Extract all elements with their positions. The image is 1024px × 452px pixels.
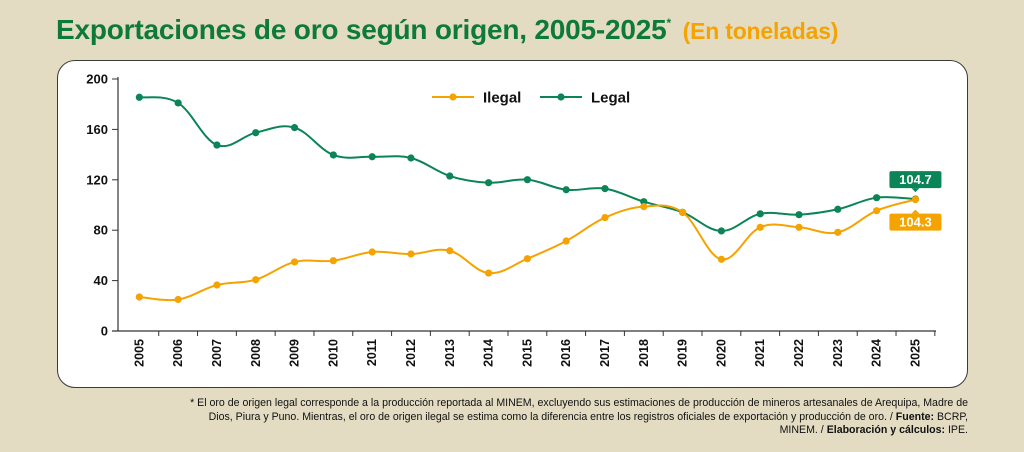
data-point-ilegal bbox=[290, 258, 299, 266]
credit-label: Elaboración y cálculos: bbox=[826, 424, 946, 436]
legend: Ilegal Legal bbox=[432, 90, 630, 107]
data-point-ilegal bbox=[873, 207, 881, 215]
data-point-ilegal bbox=[484, 269, 493, 277]
data-point-ilegal bbox=[795, 223, 803, 231]
footnote-line-3: MINEM. / Elaboración y cálculos: IPE. bbox=[88, 424, 968, 438]
data-point-ilegal bbox=[911, 195, 920, 204]
data-point-legal bbox=[446, 172, 454, 180]
data-point-legal bbox=[484, 179, 493, 187]
data-point-ilegal bbox=[601, 214, 609, 222]
title-text: Exportaciones de oro según origen, 2005-… bbox=[56, 14, 667, 45]
chart-card bbox=[57, 60, 968, 388]
footnote: * El oro de origen legal corresponde a l… bbox=[88, 397, 968, 438]
data-point-ilegal bbox=[252, 276, 260, 284]
legend-marker-legal bbox=[557, 93, 565, 101]
data-point-legal bbox=[795, 211, 803, 219]
data-point-legal bbox=[174, 99, 182, 107]
source-text: BCRP, bbox=[934, 410, 968, 423]
x-tick-label: 2005 bbox=[132, 339, 146, 367]
data-point-ilegal bbox=[640, 203, 648, 211]
data-point-ilegal bbox=[679, 208, 687, 216]
chart-title: Exportaciones de oro según origen, 2005-… bbox=[56, 14, 838, 46]
data-point-legal bbox=[407, 154, 415, 162]
end-label-bg-illegal bbox=[889, 213, 942, 231]
data-point-legal bbox=[523, 176, 531, 184]
x-tick-label: 2023 bbox=[831, 339, 845, 367]
data-point-ilegal bbox=[834, 228, 842, 236]
data-point-legal bbox=[135, 93, 143, 101]
x-tick-label: 2022 bbox=[792, 339, 806, 367]
x-tick-label: 2025 bbox=[908, 339, 922, 367]
source-label: Fuente: bbox=[895, 410, 935, 423]
data-point-ilegal bbox=[407, 250, 415, 258]
data-point-legal bbox=[562, 186, 570, 194]
x-tick-label: 2016 bbox=[559, 339, 573, 367]
x-tick-label: 2019 bbox=[676, 339, 690, 367]
x-tick-label: 2006 bbox=[171, 339, 185, 367]
x-tick-label: 2013 bbox=[443, 339, 457, 367]
data-point-legal bbox=[834, 205, 842, 213]
footnote-text: Dios, Piura y Puno. Mientras, el oro de … bbox=[208, 410, 896, 423]
footnote-text: MINEM. / bbox=[779, 424, 827, 436]
x-tick-label: 2009 bbox=[288, 339, 302, 367]
legend-label-ilegal: Ilegal bbox=[483, 90, 521, 107]
data-point-legal bbox=[873, 194, 881, 202]
x-tick-label: 2021 bbox=[753, 339, 767, 367]
legend-marker-ilegal bbox=[449, 93, 457, 101]
data-point-legal bbox=[252, 129, 260, 137]
data-point-legal bbox=[601, 185, 609, 193]
footnote-line-1: * El oro de origen legal corresponde a l… bbox=[190, 397, 968, 409]
data-point-ilegal bbox=[174, 295, 182, 304]
title-asterisk: * bbox=[666, 16, 672, 30]
y-tick-label: 40 bbox=[94, 273, 108, 288]
x-tick-label: 2020 bbox=[714, 339, 728, 367]
data-point-ilegal bbox=[329, 257, 337, 265]
y-tick-label: 80 bbox=[94, 223, 108, 238]
footnote-line-2: Dios, Piura y Puno. Mientras, el oro de … bbox=[88, 411, 968, 425]
y-tick-label: 160 bbox=[86, 122, 108, 137]
data-point-legal bbox=[329, 151, 337, 159]
y-tick-label: 120 bbox=[86, 172, 108, 187]
axes: 0 40 80 120 160 200 2005 2006 2007 2008 2009 2010 20… bbox=[86, 72, 936, 367]
x-tick-label: 2018 bbox=[637, 339, 651, 367]
data-point-ilegal bbox=[446, 247, 454, 255]
end-label-pointer-legal bbox=[911, 188, 920, 193]
end-labels: 104.7 104.3 bbox=[889, 171, 942, 231]
data-point-ilegal bbox=[717, 255, 726, 263]
data-point-legal bbox=[213, 141, 221, 149]
x-tick-label: 2015 bbox=[520, 339, 534, 367]
data-point-ilegal bbox=[562, 237, 570, 245]
x-tick-label: 2014 bbox=[482, 339, 496, 367]
end-label-legal: 104.7 bbox=[899, 172, 932, 187]
x-tick-label: 2008 bbox=[249, 339, 263, 367]
title-unit: (En toneladas) bbox=[682, 18, 839, 44]
end-label-pointer-illegal bbox=[911, 209, 920, 214]
legend-label-legal: Legal bbox=[591, 90, 630, 107]
data-point-ilegal bbox=[368, 248, 376, 256]
data-point-ilegal bbox=[756, 223, 764, 231]
data-point-legal bbox=[368, 153, 376, 161]
x-tick-label: 2010 bbox=[326, 339, 340, 367]
data-point-legal bbox=[290, 124, 299, 132]
x-tick-label: 2007 bbox=[210, 339, 224, 367]
data-point-ilegal bbox=[135, 293, 143, 301]
credit-text: IPE. bbox=[945, 424, 968, 436]
data-point-ilegal bbox=[523, 255, 531, 263]
y-tick-label: 200 bbox=[86, 72, 108, 87]
series-points bbox=[135, 93, 920, 304]
end-label-illegal: 104.3 bbox=[899, 215, 932, 230]
x-tick-label: 2012 bbox=[404, 339, 418, 367]
y-tick-label: 0 bbox=[101, 324, 108, 339]
data-point-legal bbox=[717, 227, 726, 235]
data-point-ilegal bbox=[213, 281, 221, 289]
x-tick-label: 2017 bbox=[598, 339, 612, 367]
x-tick-label: 2011 bbox=[365, 339, 379, 366]
series-lines bbox=[139, 96, 916, 302]
x-tick-label: 2024 bbox=[870, 339, 884, 367]
data-point-legal bbox=[756, 210, 764, 218]
series-line-legal bbox=[139, 96, 916, 232]
end-label-bg-legal bbox=[889, 171, 942, 189]
